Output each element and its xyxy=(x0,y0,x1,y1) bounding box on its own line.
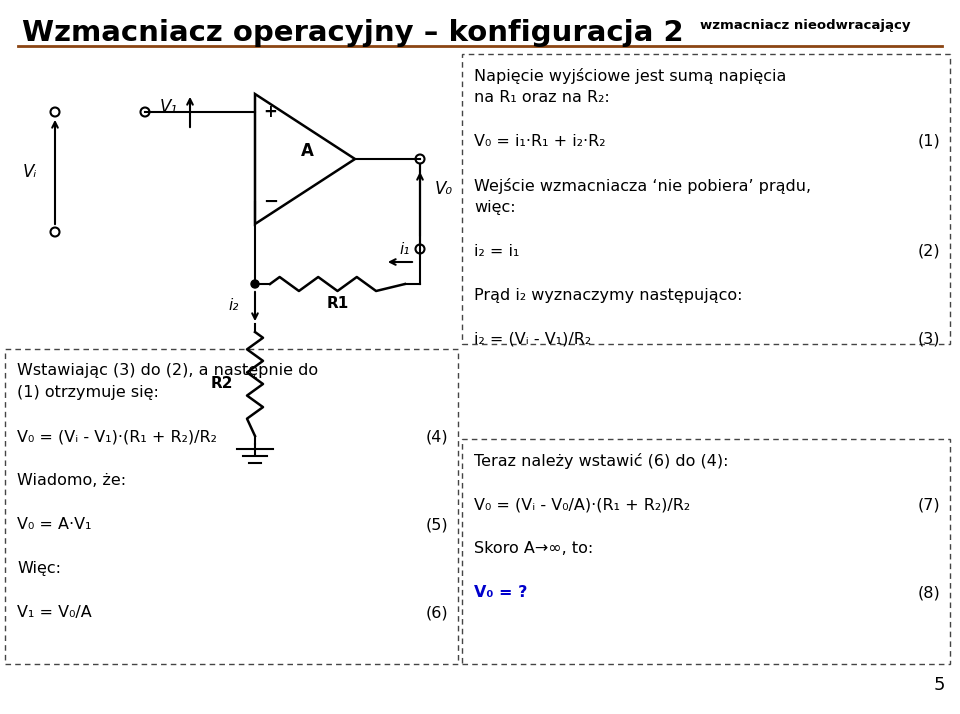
Circle shape xyxy=(251,280,259,288)
Text: (3): (3) xyxy=(918,332,940,347)
Text: R1: R1 xyxy=(326,296,348,311)
Text: V₀ = (Vᵢ - V₀/A)·(R₁ + R₂)/R₂: V₀ = (Vᵢ - V₀/A)·(R₁ + R₂)/R₂ xyxy=(474,497,690,512)
Text: +: + xyxy=(263,103,276,121)
Text: V₀ = ?: V₀ = ? xyxy=(474,585,527,600)
Text: V₀ = i₁·R₁ + i₂·R₂: V₀ = i₁·R₁ + i₂·R₂ xyxy=(474,134,606,149)
Text: Wstawiając (3) do (2), a następnie do: Wstawiając (3) do (2), a następnie do xyxy=(17,363,318,378)
Text: Wejście wzmacniacza ‘nie pobiera’ prądu,: Wejście wzmacniacza ‘nie pobiera’ prądu, xyxy=(474,178,811,194)
Text: więc:: więc: xyxy=(474,200,516,215)
Text: (7): (7) xyxy=(918,497,940,512)
Text: V₀ = A·V₁: V₀ = A·V₁ xyxy=(17,517,91,532)
Text: V₀: V₀ xyxy=(435,180,453,198)
Text: na R₁ oraz na R₂:: na R₁ oraz na R₂: xyxy=(474,90,610,105)
Text: Wzmacniacz operacyjny – konfiguracja 2: Wzmacniacz operacyjny – konfiguracja 2 xyxy=(22,19,684,47)
Text: V₁: V₁ xyxy=(160,98,178,116)
Text: (5): (5) xyxy=(425,517,448,532)
Text: (1): (1) xyxy=(917,134,940,149)
Text: (8): (8) xyxy=(917,585,940,600)
Text: V₁ = V₀/A: V₁ = V₀/A xyxy=(17,605,92,620)
Text: Więc:: Więc: xyxy=(17,561,61,576)
Text: i₁: i₁ xyxy=(399,242,410,257)
Text: Wiadomo, że:: Wiadomo, że: xyxy=(17,473,126,488)
Text: −: − xyxy=(263,193,278,211)
Text: Napięcie wyjściowe jest sumą napięcia: Napięcie wyjściowe jest sumą napięcia xyxy=(474,68,786,84)
Text: (6): (6) xyxy=(425,605,448,620)
Text: (2): (2) xyxy=(918,244,940,259)
Text: A: A xyxy=(300,142,313,160)
Text: (1) otrzymuje się:: (1) otrzymuje się: xyxy=(17,385,158,400)
Text: Prąd i₂ wyznaczymy następująco:: Prąd i₂ wyznaczymy następująco: xyxy=(474,288,742,303)
Text: Vᵢ: Vᵢ xyxy=(23,163,37,181)
Text: (4): (4) xyxy=(425,429,448,444)
Text: i₂ = (Vᵢ - V₁)/R₂: i₂ = (Vᵢ - V₁)/R₂ xyxy=(474,332,591,347)
Text: R2: R2 xyxy=(210,376,233,391)
Text: wzmacniacz nieodwracający: wzmacniacz nieodwracający xyxy=(700,19,910,32)
Text: 5: 5 xyxy=(933,676,945,694)
Text: Teraz należy wstawić (6) do (4):: Teraz należy wstawić (6) do (4): xyxy=(474,453,729,469)
Text: V₀ = (Vᵢ - V₁)·(R₁ + R₂)/R₂: V₀ = (Vᵢ - V₁)·(R₁ + R₂)/R₂ xyxy=(17,429,217,444)
Text: i₂: i₂ xyxy=(228,298,239,313)
Text: i₂ = i₁: i₂ = i₁ xyxy=(474,244,519,259)
Text: Skoro A→∞, to:: Skoro A→∞, to: xyxy=(474,541,593,556)
